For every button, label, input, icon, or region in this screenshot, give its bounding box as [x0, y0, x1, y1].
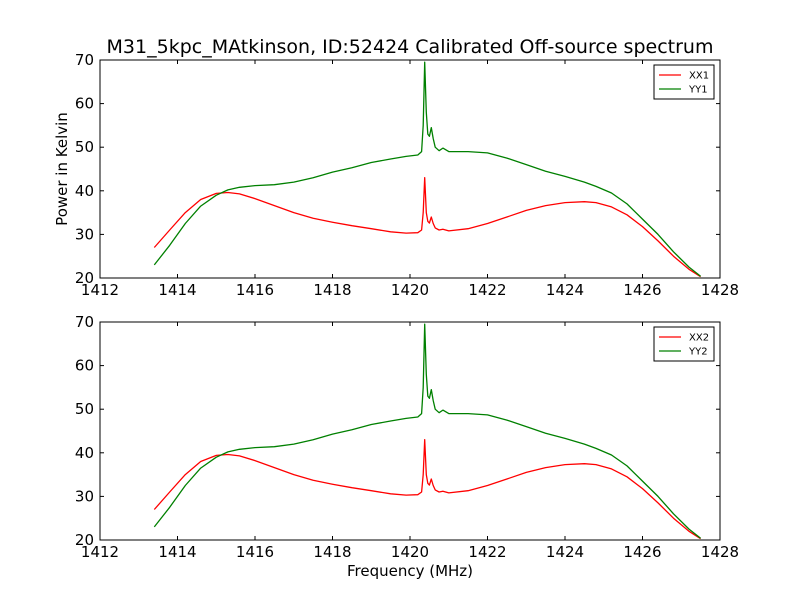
- legend-label-xx1: XX1: [689, 71, 709, 82]
- x-axis-label: Frequency (MHz): [347, 562, 473, 580]
- legend-box: [653, 326, 715, 362]
- axes-frame: [99, 321, 721, 541]
- legend-label-xx2: XX2: [689, 333, 709, 344]
- bottom-panel: 1412 1414 1416 1418 1420 1422 1424 1426 1428 20 30…: [75, 313, 739, 580]
- axes-frame: [99, 59, 721, 279]
- x-tick-label: 1414: [158, 281, 196, 299]
- x-tick-label: 1428: [701, 543, 739, 561]
- legend-box: [653, 64, 715, 100]
- x-tick-label: 1412: [81, 543, 119, 561]
- x-tick-label: 1426: [623, 543, 661, 561]
- y-tick-label: 70: [75, 51, 94, 69]
- y-tick-label: 70: [75, 313, 94, 331]
- x-tick-label: 1418: [313, 281, 351, 299]
- series-line-xx1: [153, 177, 701, 278]
- y-tick-label: 20: [75, 269, 94, 287]
- x-tick-label: 1426: [623, 281, 661, 299]
- y-tick-label: 60: [75, 357, 94, 375]
- x-tick-label: 1422: [468, 543, 506, 561]
- x-tick-label: 1416: [236, 543, 274, 561]
- y-tick-label: 50: [75, 138, 94, 156]
- figure-title: M31_5kpc_MAtkinson, ID:52424 Calibrated …: [107, 36, 714, 58]
- series-line-yy2: [153, 323, 702, 539]
- x-tick-label: 1424: [546, 281, 584, 299]
- x-tick-label: 1424: [546, 543, 584, 561]
- x-tick-label: 1412: [81, 281, 119, 299]
- x-tick-label: 1420: [391, 543, 429, 561]
- y-tick-label: 50: [75, 400, 94, 418]
- y-tick-label: 20: [75, 531, 94, 549]
- x-tick-label: 1416: [236, 281, 274, 299]
- legend-label-yy2: YY2: [688, 347, 708, 358]
- top-panel: 1412 1414 1416 1418 1420 1422 1424 1426 1428 20 30…: [53, 51, 739, 299]
- y-tick-label: 40: [75, 444, 94, 462]
- x-tick-label: 1414: [158, 543, 196, 561]
- x-tick-label: 1428: [701, 281, 739, 299]
- y-tick-label: 40: [75, 182, 94, 200]
- x-tick-label: 1422: [468, 281, 506, 299]
- y-tick-label: 30: [75, 225, 94, 243]
- x-tick-label: 1418: [313, 543, 351, 561]
- series-line-xx2: [153, 439, 701, 540]
- series-line-yy1: [153, 61, 702, 277]
- y-tick-label: 60: [75, 95, 94, 113]
- y-axis-label: Power in Kelvin: [53, 112, 71, 226]
- y-tick-label: 30: [75, 487, 94, 505]
- x-tick-label: 1420: [391, 281, 429, 299]
- legend-label-yy1: YY1: [688, 85, 708, 96]
